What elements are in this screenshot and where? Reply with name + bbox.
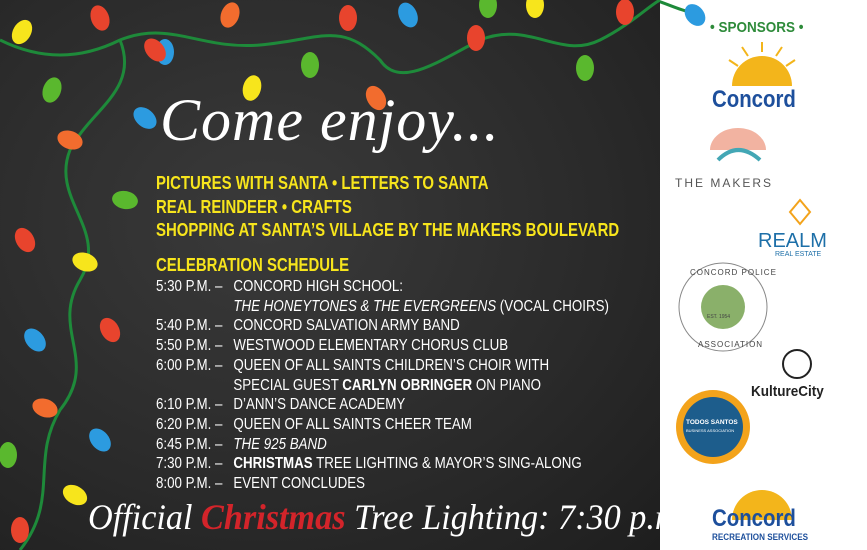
sponsors-title: • SPONSORS •: [710, 19, 804, 36]
activity: SHOPPING AT SANTA’S VILLAGE BY THE MAKER…: [156, 220, 620, 240]
schedule-row: 6:20 P.M. – QUEEN OF ALL SAINTS CHEER TEA…: [156, 415, 609, 435]
schedule-time: 6:00 P.M. –: [156, 356, 223, 374]
schedule-text: (VOCAL CHOIRS): [496, 297, 609, 315]
schedule-text: WESTWOOD ELEMENTARY CHORUS CLUB: [233, 337, 509, 355]
sponsor-logo: KultureCity: [751, 383, 824, 400]
schedule-desc: THE 925 BAND: [233, 435, 326, 455]
schedule-text: CHRISTMAS: [233, 455, 313, 473]
sponsor-logo: REALM: [758, 230, 827, 252]
schedule-time: 5:50 P.M. –: [156, 337, 223, 355]
schedule-row: 6:00 P.M. – QUEEN OF ALL SAINTS CHILDREN’…: [156, 356, 609, 376]
schedule-desc: EVENT CONCLUDES: [233, 474, 365, 494]
schedule-text: CONCORD HIGH SCHOOL:: [233, 278, 404, 295]
schedule-row: 5:50 P.M. – WESTWOOD ELEMENTARY CHORUS CL…: [156, 336, 609, 356]
schedule-text: SPECIAL GUEST: [233, 376, 343, 394]
sponsor-logo-sub: BUSINESS ASSOCIATION: [686, 428, 735, 433]
schedule-text: QUEEN OF ALL SAINTS CHEER TEAM: [233, 415, 472, 433]
sponsor-logo: ASSOCIATION: [698, 340, 764, 349]
schedule-text: THE HONEYTONES & THE EVERGREENS: [233, 297, 497, 315]
schedule-indent: [156, 376, 233, 396]
schedule-time: 6:10 P.M. –: [156, 396, 223, 414]
sponsor-logo: Concord: [712, 505, 796, 532]
footer-text: Official: [88, 497, 202, 537]
schedule-row: 7:30 P.M. – CHRISTMAS TREE LIGHTING & MAY…: [156, 454, 609, 474]
schedule-desc: CONCORD SALVATION ARMY BAND: [233, 316, 459, 336]
schedule-time: 5:40 P.M. –: [156, 317, 223, 335]
schedule-text: CONCORD SALVATION ARMY BAND: [233, 317, 460, 335]
schedule-time: 6:45 P.M. –: [156, 435, 223, 453]
schedule-text: D’ANN’S DANCE ACADEMY: [233, 396, 406, 414]
schedule-time: 5:30 P.M. –: [156, 278, 223, 295]
schedule-desc: QUEEN OF ALL SAINTS CHEER TEAM: [233, 415, 472, 435]
schedule-desc: SPECIAL GUEST CARLYN OBRINGER ON PIANO: [233, 376, 541, 396]
schedule-title: CELEBRATION SCHEDULE: [156, 255, 350, 275]
activity: REAL REINDEER • CRAFTS: [156, 196, 352, 217]
schedule-row: 8:00 P.M. – EVENT CONCLUDES: [156, 474, 609, 494]
schedule-desc: CHRISTMAS TREE LIGHTING & MAYOR’S SING-A…: [233, 454, 581, 474]
schedule-time: 8:00 P.M. –: [156, 475, 223, 493]
sponsor-logo-sub: EST. 1954: [707, 314, 731, 320]
schedule-desc: D’ANN’S DANCE ACADEMY: [233, 395, 405, 415]
schedule-row: 5:40 P.M. – CONCORD SALVATION ARMY BAND: [156, 316, 609, 336]
footer-highlight: Christmas: [201, 497, 346, 537]
schedule-text: QUEEN OF ALL SAINTS CHILDREN’S CHOIR WIT…: [233, 356, 550, 374]
schedule-text: ON PIANO: [472, 376, 542, 394]
schedule-time: 7:30 P.M. –: [156, 455, 223, 473]
sponsor-logo-sub: RECREATION SERVICES: [712, 532, 809, 542]
schedule-row: THE HONEYTONES & THE EVERGREENS (VOCAL C…: [156, 297, 609, 317]
schedule-row: 6:45 P.M. – THE 925 BAND: [156, 435, 609, 455]
headline: Come enjoy...: [160, 87, 500, 153]
sponsor-logo-sub: REAL ESTATE: [775, 251, 822, 258]
schedule-desc: QUEEN OF ALL SAINTS CHILDREN’S CHOIR WIT…: [233, 356, 549, 376]
sponsor-logo: THE MAKERS: [675, 176, 774, 190]
schedule-row: 6:10 P.M. – D’ANN’S DANCE ACADEMY: [156, 395, 609, 415]
sponsors-panel: • SPONSORS • Concord THE MAKERS REALM RE…: [660, 0, 867, 550]
schedule-desc: THE HONEYTONES & THE EVERGREENS (VOCAL C…: [233, 297, 609, 317]
schedule-text: EVENT CONCLUDES: [233, 475, 366, 493]
schedule-row: SPECIAL GUEST CARLYN OBRINGER ON PIANO: [156, 376, 609, 396]
sponsor-logo: CONCORD POLICE: [690, 268, 777, 277]
schedule-desc: CONCORD HIGH SCHOOL:: [233, 277, 403, 297]
chalkboard: Come enjoy... PICTURES WITH SANTA • LETT…: [0, 0, 660, 550]
schedule-indent: [156, 297, 233, 317]
schedule-text: THE 925 BAND: [233, 435, 327, 453]
sponsor-graphics: [660, 0, 812, 520]
string-lights: [0, 0, 660, 550]
footer: Official Christmas Tree Lighting: 7:30 p…: [88, 496, 660, 538]
schedule-desc: WESTWOOD ELEMENTARY CHORUS CLUB: [233, 336, 508, 356]
schedule-row: 5:30 P.M. – CONCORD HIGH SCHOOL:: [156, 277, 609, 297]
activity: PICTURES WITH SANTA • LETTERS TO SANTA: [156, 173, 489, 193]
sponsor-logo: Concord: [712, 86, 796, 113]
activities: PICTURES WITH SANTA • LETTERS TO SANTA R…: [156, 172, 619, 243]
schedule-time: 6:20 P.M. –: [156, 415, 223, 433]
sponsor-logo: TODOS SANTOS: [686, 419, 738, 426]
schedule: 5:30 P.M. – CONCORD HIGH SCHOOL: THE HONEY…: [156, 277, 609, 494]
footer-text: Tree Lighting: 7:30 p.m.: [345, 497, 660, 537]
schedule-text: CARLYN OBRINGER: [342, 376, 473, 394]
schedule-text: TREE LIGHTING & MAYOR’S SING-ALONG: [312, 455, 582, 473]
